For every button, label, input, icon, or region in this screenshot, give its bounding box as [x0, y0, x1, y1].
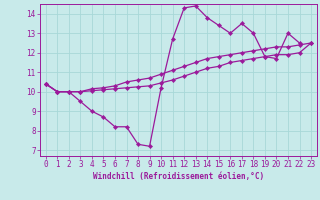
X-axis label: Windchill (Refroidissement éolien,°C): Windchill (Refroidissement éolien,°C): [93, 172, 264, 181]
